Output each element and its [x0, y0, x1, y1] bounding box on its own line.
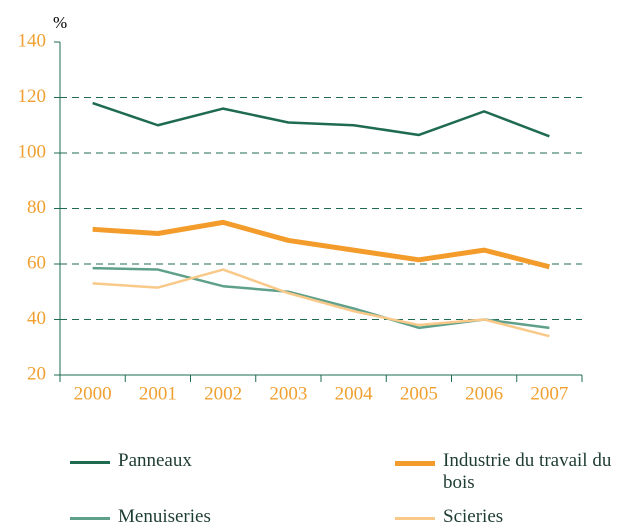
- x-tick-label: 2007: [530, 383, 568, 404]
- line: [92, 101, 550, 138]
- x-tick-label: 2000: [74, 383, 112, 404]
- legend-label: Menuiseries: [118, 506, 211, 527]
- legend-item: Scieries: [395, 506, 628, 528]
- legend-label: Industrie du travail du bois: [443, 450, 612, 493]
- y-axis-label: %: [53, 13, 67, 32]
- legend-item: Industrie du travail du bois: [395, 450, 628, 494]
- line: [92, 219, 550, 270]
- chart: % 20 40 60 80 100 120 140 2000 2001 2002 2003 2004 2…: [18, 13, 583, 404]
- legend-swatch: [395, 517, 435, 520]
- y-tick-label: 40: [27, 308, 46, 329]
- x-tick-label: 2004: [335, 383, 374, 404]
- x-tick-label: 2006: [465, 383, 503, 404]
- x-tick-label: 2003: [269, 383, 307, 404]
- x-tick-label: 2002: [204, 383, 242, 404]
- legend-swatch: [70, 517, 110, 520]
- y-tick-label: 100: [18, 141, 47, 162]
- y-tick-label: 60: [27, 252, 46, 273]
- legend-label: Panneaux: [118, 450, 192, 471]
- y-tick-label: 140: [18, 30, 47, 51]
- y-tick-label: 120: [18, 86, 47, 107]
- x-tick-label: 2001: [139, 383, 177, 404]
- legend-item: Panneaux: [70, 450, 308, 472]
- line: [92, 268, 550, 338]
- legend-swatch: [395, 461, 435, 466]
- y-tick-label: 80: [27, 197, 46, 218]
- legend-label: Scieries: [443, 506, 504, 527]
- x-tick-label: 2005: [400, 383, 438, 404]
- legend-swatch: [70, 461, 110, 464]
- legend-item: Menuiseries: [70, 506, 308, 528]
- y-tick-label: 20: [27, 363, 46, 384]
